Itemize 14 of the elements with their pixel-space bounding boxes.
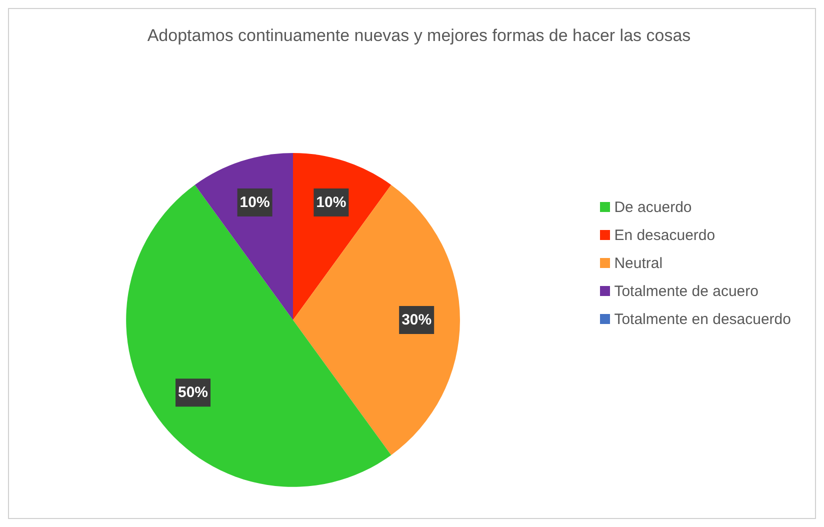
pie-slice [194,153,293,320]
pie-slice [126,184,392,487]
data-label: 10% [316,194,346,211]
legend-label: Neutral [614,254,663,272]
legend-label: En desacuerdo [614,226,716,244]
legend-label: Totalmente de acuero [614,282,758,300]
legend-label: Totalmente en desacuerdo [614,310,791,328]
pie-slice [293,153,392,320]
data-label: 10% [240,194,270,211]
pie-slice [293,184,460,456]
chart-title: Adoptamos continuamente nuevas y mejores formas de hacer las cosas [146,25,692,47]
data-label: 50% [178,384,208,402]
legend-label: De acuerdo [614,198,692,216]
data-label: 30% [402,312,432,328]
